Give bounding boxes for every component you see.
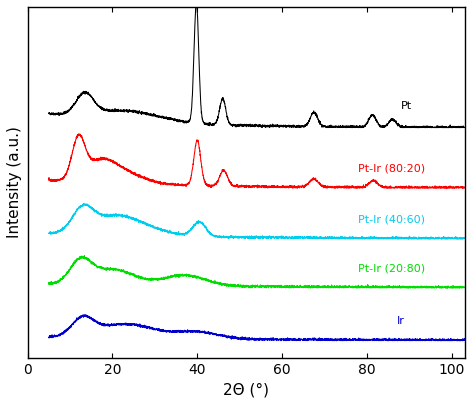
Text: Pt-Ir (80:20): Pt-Ir (80:20) xyxy=(358,164,426,174)
Text: Ir: Ir xyxy=(397,316,404,326)
Text: Pt-Ir (40:60): Pt-Ir (40:60) xyxy=(358,215,426,225)
Text: Pt-Ir (20:80): Pt-Ir (20:80) xyxy=(358,263,426,274)
Text: Pt: Pt xyxy=(401,101,412,111)
X-axis label: 2Θ (°): 2Θ (°) xyxy=(223,382,269,397)
Y-axis label: Intensity (a.u.): Intensity (a.u.) xyxy=(7,126,22,238)
